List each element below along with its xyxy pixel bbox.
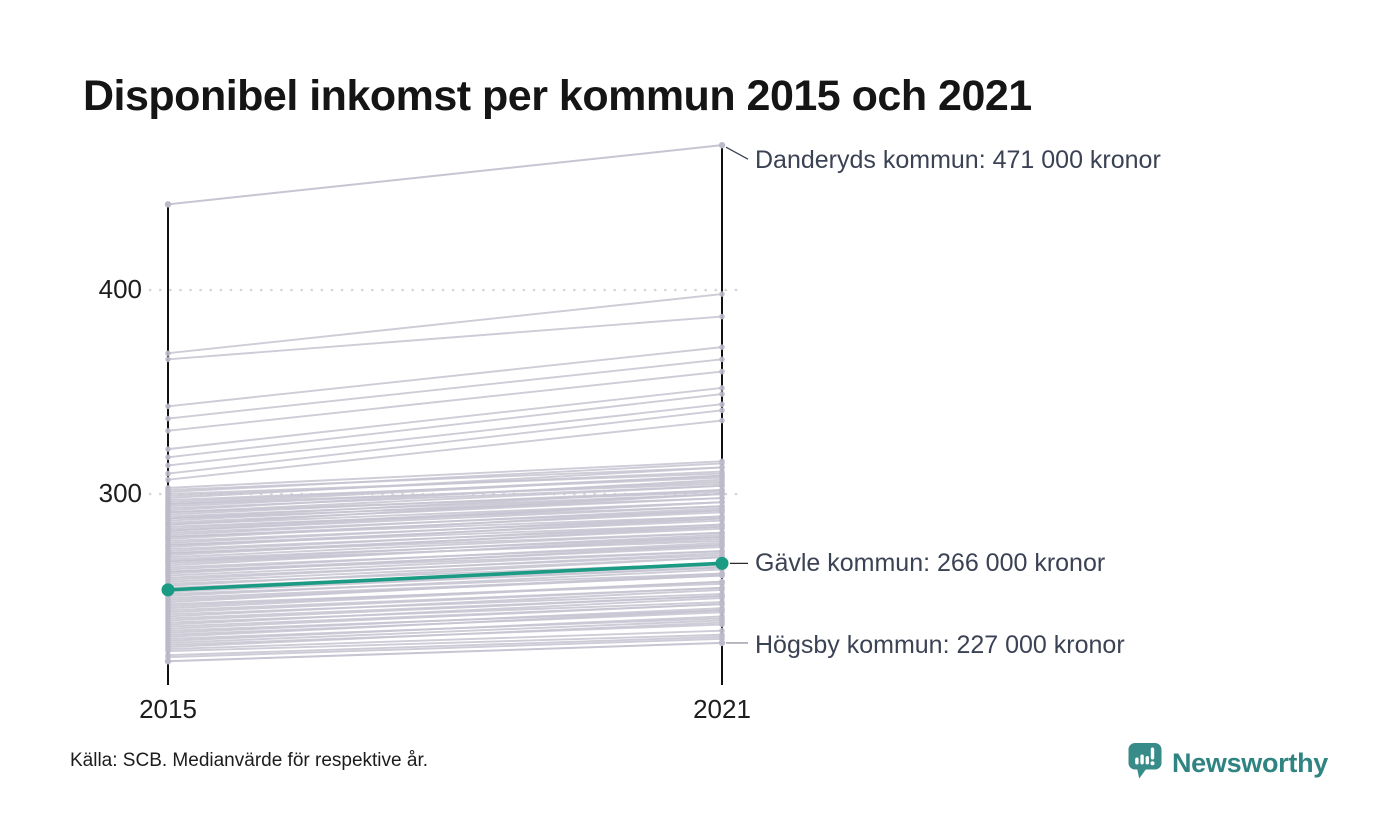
y-axis-tick-400: 400 <box>98 274 142 304</box>
source-note: Källa: SCB. Medianvärde för respektive å… <box>70 750 429 771</box>
newsworthy-logo-link[interactable]: Newsworthy <box>1126 740 1328 786</box>
annotation-danderyd: Danderyds kommun: 471 000 kronor <box>755 146 1161 174</box>
newsworthy-wordmark: Newsworthy <box>1171 747 1328 778</box>
newsworthy-bubble-chart-icon <box>1126 740 1164 786</box>
x-axis-label-2021: 2021 <box>693 694 751 724</box>
annotation-gavle: Gävle kommun: 266 000 kronor <box>755 549 1106 577</box>
y-axis-tick-300: 300 <box>98 478 142 508</box>
annotation-hogsby: Högsby kommun: 227 000 kronor <box>755 631 1125 659</box>
x-axis-label-2015: 2015 <box>139 694 197 724</box>
chart-title: Disponibel inkomst per kommun 2015 och 2… <box>83 72 1032 120</box>
